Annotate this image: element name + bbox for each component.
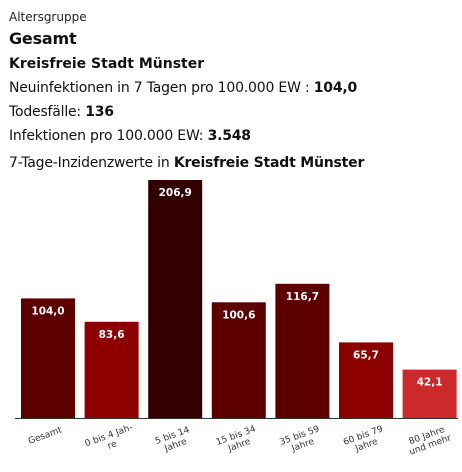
bar-value-label-4: 116,7 <box>286 291 319 303</box>
bar-value-label-3: 100,6 <box>222 309 255 321</box>
bar-value-label-5: 65,7 <box>353 349 379 361</box>
bar-value-label-0: 104,0 <box>31 305 64 317</box>
bar-value-label-2: 206,9 <box>159 187 192 199</box>
category-label-0: Gesamt <box>27 425 64 447</box>
category-label-1-line-1: re <box>106 439 118 452</box>
bar-value-label-1: 83,6 <box>99 329 125 341</box>
bar-4[interactable] <box>275 284 329 418</box>
category-label-0-line-0: Gesamt <box>27 425 64 447</box>
bar-value-label-6: 42,1 <box>417 377 443 389</box>
category-label-1: 0 bis 4 Jah-re <box>84 423 138 459</box>
bar-2[interactable] <box>148 180 202 418</box>
